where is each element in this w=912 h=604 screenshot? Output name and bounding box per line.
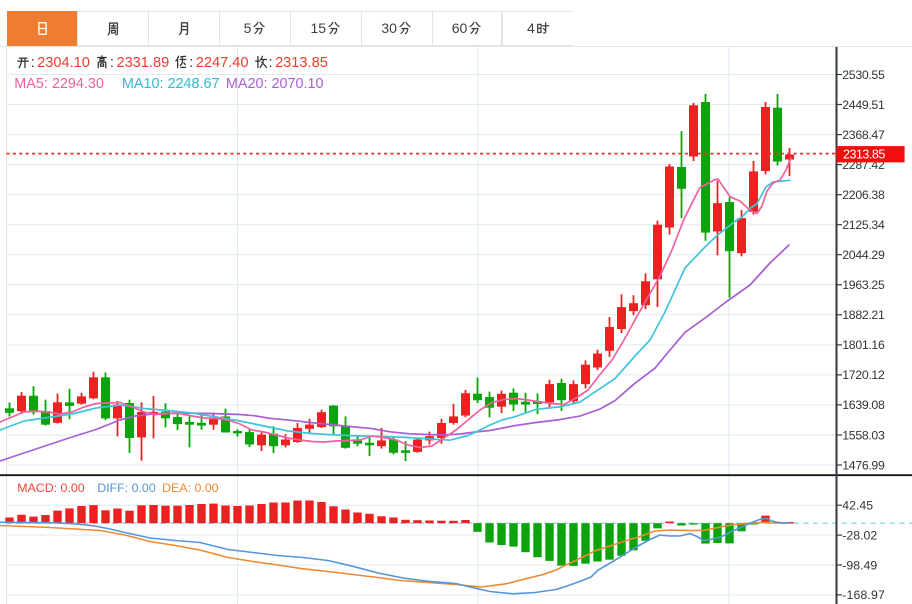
- svg-text:1639.08: 1639.08: [842, 398, 885, 412]
- svg-text:-98.49: -98.49: [842, 558, 877, 572]
- svg-text:1720.12: 1720.12: [842, 368, 885, 382]
- svg-text:1476.99: 1476.99: [842, 458, 885, 472]
- svg-text:2125.34: 2125.34: [842, 218, 885, 232]
- svg-text:1882.21: 1882.21: [842, 308, 885, 322]
- svg-text:2368.47: 2368.47: [842, 128, 885, 142]
- svg-text:2449.51: 2449.51: [842, 98, 885, 112]
- svg-text:2313.85: 2313.85: [843, 148, 885, 162]
- svg-text:1558.03: 1558.03: [842, 428, 885, 442]
- svg-text:42.45: 42.45: [842, 499, 873, 513]
- svg-text:1801.16: 1801.16: [842, 338, 885, 352]
- svg-text:2530.55: 2530.55: [842, 68, 885, 82]
- svg-text:1963.25: 1963.25: [842, 278, 885, 292]
- svg-text:-168.97: -168.97: [842, 588, 885, 602]
- svg-text:-28.02: -28.02: [842, 528, 877, 542]
- svg-text:2044.29: 2044.29: [842, 248, 885, 262]
- svg-text:2206.38: 2206.38: [842, 188, 885, 202]
